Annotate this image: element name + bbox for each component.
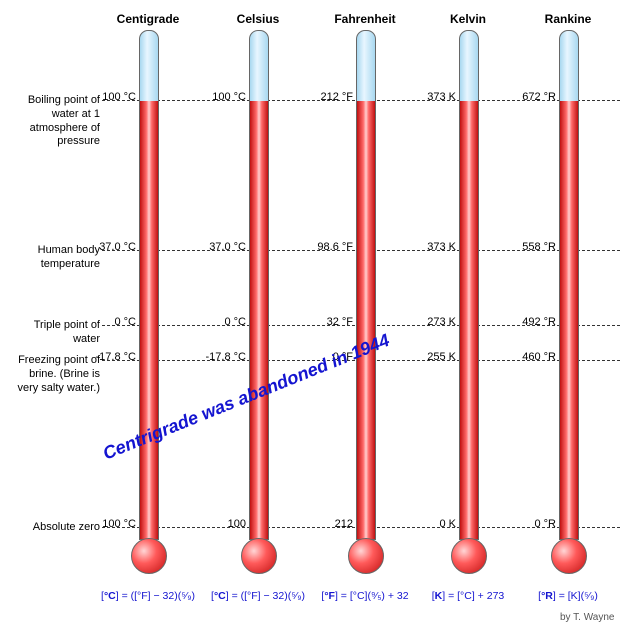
thermometer-bulb-kelvin <box>451 538 487 574</box>
formula-fahrenheit: [°F] = [°C](⁹⁄₅) + 32 <box>321 590 408 602</box>
value-fahrenheit-abszero: 212 <box>305 518 353 530</box>
thermometer-tube-kelvin <box>459 30 479 540</box>
formula-celsius: [°C] = ([°F] − 32)(⁵⁄₉) <box>211 590 305 602</box>
scale-header-fahrenheit: Fahrenheit <box>334 12 395 26</box>
value-celsius-triple: 0 °C <box>198 316 246 328</box>
value-rankine-brine: 460 °R <box>508 351 556 363</box>
value-rankine-body: 558 °R <box>508 241 556 253</box>
value-rankine-abszero: 0 °R <box>508 518 556 530</box>
thermometer-mercury-fahrenheit <box>357 101 375 539</box>
ref-label-boiling: Boiling point of water at 1 atmosphere o… <box>10 94 100 149</box>
ref-label-brine: Freezing point of brine. (Brine is very … <box>10 354 100 395</box>
ref-label-body: Human body temperature <box>10 244 100 272</box>
thermometer-bulb-celsius <box>241 538 277 574</box>
scale-header-rankine: Rankine <box>545 12 592 26</box>
thermometer-mercury-rankine <box>560 101 578 539</box>
thermometer-bulb-rankine <box>551 538 587 574</box>
value-celsius-brine: -17.8 °C <box>198 351 246 363</box>
scale-header-centigrade: Centigrade <box>117 12 180 26</box>
value-rankine-boiling: 672 °R <box>508 91 556 103</box>
thermometer-tube-celsius <box>249 30 269 540</box>
ref-label-abszero: Absolute zero <box>10 521 100 535</box>
value-celsius-boiling: 100 °C <box>198 91 246 103</box>
formula-kelvin: [K] = [°C] + 273 <box>432 590 505 602</box>
thermometer-tube-rankine <box>559 30 579 540</box>
thermometer-mercury-kelvin <box>460 101 478 539</box>
thermometer-tube-fahrenheit <box>356 30 376 540</box>
scale-header-celsius: Celsius <box>237 12 280 26</box>
thermometer-mercury-celsius <box>250 101 268 539</box>
formula-rankine: [°R] = [K](⁵⁄₉) <box>538 590 598 602</box>
value-kelvin-boiling: 373 K <box>408 91 456 103</box>
value-centigrade-brine: -17.8 °C <box>88 351 136 363</box>
thermometer-mercury-centigrade <box>140 101 158 539</box>
formula-centigrade: [°C] = ([°F] − 32)(⁵⁄₉) <box>101 590 195 602</box>
value-fahrenheit-triple: 32 °F <box>305 316 353 328</box>
value-centigrade-boiling: 100 °C <box>88 91 136 103</box>
value-centigrade-body: 37.0 °C <box>88 241 136 253</box>
thermometer-bulb-centigrade <box>131 538 167 574</box>
value-rankine-triple: 492 °R <box>508 316 556 328</box>
value-kelvin-brine: 255 K <box>408 351 456 363</box>
value-centigrade-abszero: 100 °C <box>88 518 136 530</box>
scale-header-kelvin: Kelvin <box>450 12 486 26</box>
thermometer-tube-centigrade <box>139 30 159 540</box>
value-kelvin-body: 373 K <box>408 241 456 253</box>
value-fahrenheit-boiling: 212 °F <box>305 91 353 103</box>
thermometer-bulb-fahrenheit <box>348 538 384 574</box>
credit-text: by T. Wayne <box>560 612 614 623</box>
value-celsius-body: 37.0 °C <box>198 241 246 253</box>
value-kelvin-abszero: 0 K <box>408 518 456 530</box>
value-centigrade-triple: 0 °C <box>88 316 136 328</box>
ref-label-triple: Triple point of water <box>10 319 100 347</box>
value-kelvin-triple: 273 K <box>408 316 456 328</box>
value-fahrenheit-body: 98.6 °F <box>305 241 353 253</box>
value-celsius-abszero: 100 <box>198 518 246 530</box>
